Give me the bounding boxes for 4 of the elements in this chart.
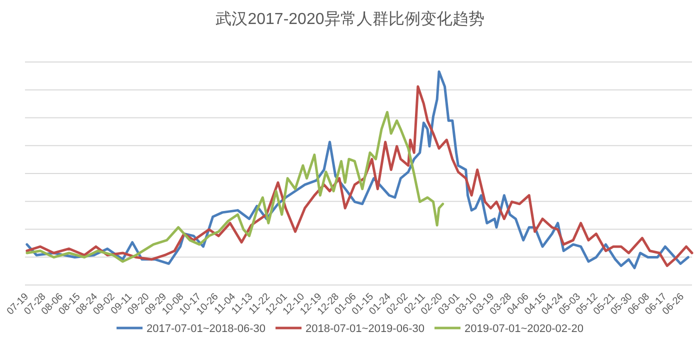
legend-label: 2018-07-01~2019-06-30 (306, 323, 424, 335)
legend-label: 2019-07-01~2020-02-20 (464, 323, 584, 335)
title: 武汉2017-2020异常人群比例变化趋势 (216, 11, 484, 28)
legend-label: 2017-07-01~2018-06-30 (146, 323, 266, 335)
